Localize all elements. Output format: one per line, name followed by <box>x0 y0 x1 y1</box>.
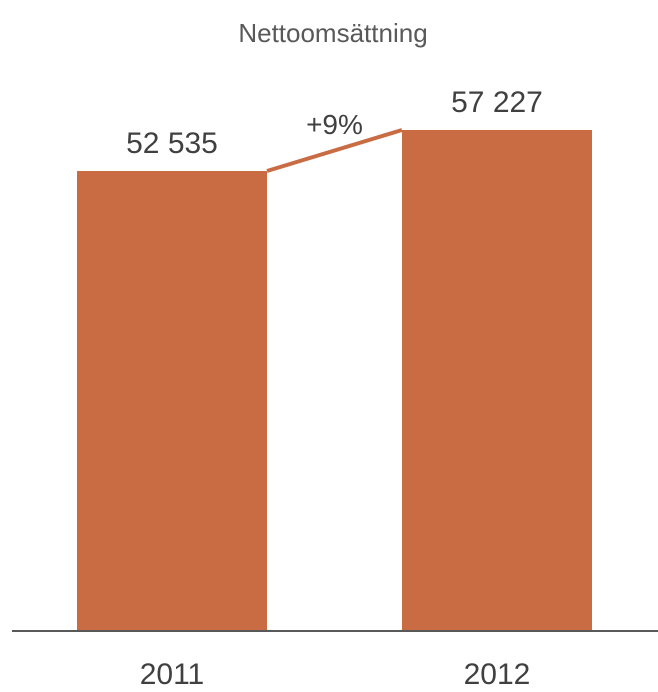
bar-2012 <box>402 130 592 630</box>
value-label-2012: 57 227 <box>451 86 543 119</box>
bar-2011 <box>77 170 267 630</box>
x-tick-label-2011: 2011 <box>140 658 205 691</box>
bars <box>77 130 592 630</box>
growth-connector <box>266 128 403 173</box>
growth-label: +9% <box>306 109 363 140</box>
value-label-2011: 52 535 <box>126 127 218 160</box>
value-labels: 52 535 57 227 <box>126 86 543 160</box>
chart-title: Nettoomsättning <box>238 18 427 48</box>
x-tick-labels: 2011 2012 <box>140 658 531 691</box>
x-tick-label-2012: 2012 <box>464 658 531 691</box>
